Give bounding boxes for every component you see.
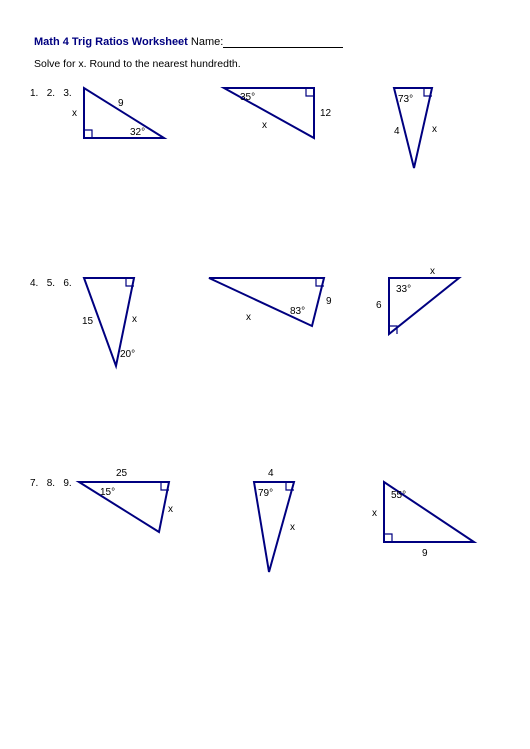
problem-number: 8.: [47, 478, 55, 489]
angle: 15°: [100, 487, 115, 498]
triangle-9: 55° x 9: [372, 482, 474, 559]
angle: 55°: [391, 490, 406, 501]
triangle-8: 4 79° x: [254, 468, 295, 572]
triangle-5: 83° 9 x: [209, 278, 332, 326]
worksheet-title: Trig Ratios Worksheet: [72, 36, 188, 48]
side-known: 4: [394, 126, 400, 137]
problem-number: 2.: [47, 88, 55, 99]
side-x: x: [168, 504, 173, 515]
problem-number: 7.: [30, 478, 38, 489]
page-header: Math 4 Trig Ratios Worksheet Name:: [34, 36, 496, 48]
problem-number: 3.: [63, 88, 71, 99]
triangle-4: 15 x 20°: [82, 278, 137, 366]
side-x: x: [372, 508, 377, 519]
side-x: x: [246, 312, 251, 323]
side-x: x: [432, 124, 437, 135]
angle: 73°: [398, 94, 413, 105]
instruction-text: Solve for x. Round to the nearest hundre…: [34, 58, 496, 70]
triangles-svg: x 9 32° 35° x 12 73° 4 x: [34, 82, 494, 682]
side-x: x: [430, 266, 435, 277]
name-label: Name:: [191, 36, 223, 48]
row3-labels: 7. 8. 9.: [30, 478, 72, 489]
side-known: 6: [376, 300, 382, 311]
name-blank[interactable]: [223, 37, 343, 48]
side-known: 25: [116, 468, 128, 479]
problems-grid: 1. 2. 3. 4. 5. 6. 7. 8. 9. x 9: [34, 82, 494, 682]
angle: 20°: [120, 349, 135, 360]
triangle-1: x 9 32°: [72, 88, 164, 138]
triangle-6: 33° x 6: [376, 266, 459, 334]
side-known: 15: [82, 316, 94, 327]
side-known: 9: [422, 548, 428, 559]
side-x: x: [262, 120, 267, 131]
side-known: 9: [118, 98, 124, 109]
row1-labels: 1. 2. 3.: [30, 88, 72, 99]
angle: 83°: [290, 306, 305, 317]
row2-labels: 4. 5. 6.: [30, 278, 72, 289]
angle: 32°: [130, 127, 145, 138]
side-known: 12: [320, 108, 332, 119]
problem-number: 9.: [63, 478, 71, 489]
side-known: 4: [268, 468, 274, 479]
side-known: 9: [326, 296, 332, 307]
angle: 35°: [240, 92, 255, 103]
triangle-2: 35° x 12: [224, 88, 332, 138]
angle: 79°: [258, 488, 273, 499]
triangle-7: 25 15° x: [79, 468, 173, 532]
worksheet-page: Math 4 Trig Ratios Worksheet Name: Solve…: [0, 0, 530, 749]
problem-number: 6.: [63, 278, 71, 289]
triangle-3: 73° 4 x: [394, 88, 437, 168]
side-x: x: [132, 314, 137, 325]
side-x: x: [72, 108, 77, 119]
angle: 33°: [396, 284, 411, 295]
problem-number: 5.: [47, 278, 55, 289]
problem-number: 1.: [30, 88, 38, 99]
side-x: x: [290, 522, 295, 533]
problem-number: 4.: [30, 278, 38, 289]
course-label: Math 4: [34, 36, 69, 48]
